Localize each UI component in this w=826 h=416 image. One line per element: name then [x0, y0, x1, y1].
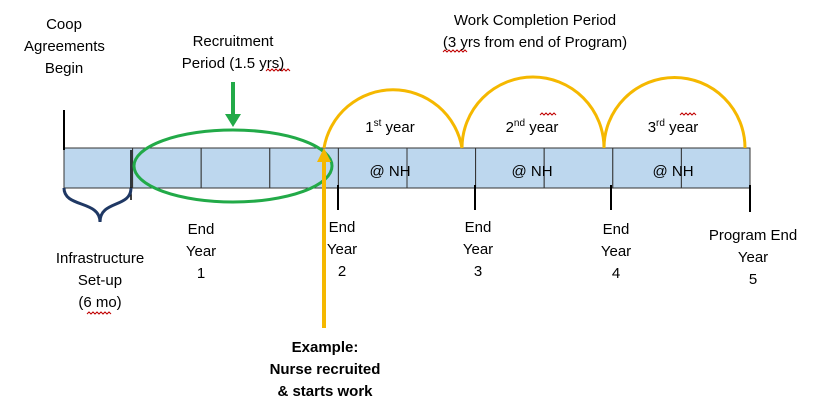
work-arc-year-2 — [460, 75, 606, 149]
recruitment-period-label: Recruitment Period (1.5 yrs) — [181, 33, 285, 72]
spellcheck-squiggle — [539, 112, 557, 116]
spellcheck-squiggle — [265, 68, 291, 72]
timeline-segment — [543, 147, 614, 189]
work-arc-year-3 — [602, 76, 747, 149]
timeline-segment — [475, 147, 545, 189]
end-year-1-label: End Year 1 — [185, 221, 217, 282]
timeline-segment — [612, 147, 682, 189]
spellcheck-squiggle — [679, 112, 697, 116]
timeline-segment — [200, 147, 271, 189]
work-completion-label: Work Completion Period (3 yrs from end o… — [442, 12, 628, 51]
infrastructure-label: Infrastructure Set-up (6 mo) — [55, 250, 145, 311]
end-year-3-label: End Year 3 — [462, 219, 494, 280]
timeline-segment — [406, 147, 477, 189]
timeline-segment — [63, 147, 134, 189]
timeline-segment — [680, 147, 751, 189]
coop-agreements-label: Coop Agreements Begin — [24, 16, 105, 77]
example-label: Example: Nurse recruited & starts work — [269, 339, 381, 400]
infrastructure-brace — [62, 187, 133, 223]
spellcheck-squiggle — [86, 311, 112, 315]
year-1-nh-label: 1st year @ NH — [365, 118, 415, 181]
end-year-4-label: End Year 4 — [600, 221, 632, 282]
recruitment-arrow-head — [225, 114, 241, 127]
program-end-label: Program End Year 5 — [708, 227, 798, 288]
end-year-2-label: End Year 2 — [326, 219, 358, 280]
recruitment-ellipse — [132, 128, 334, 204]
work-arc-year-1 — [322, 88, 464, 149]
spellcheck-squiggle — [442, 49, 468, 53]
year-3-nh-label: 3rd year @ NH — [647, 118, 699, 181]
timeline-segment — [337, 147, 408, 189]
example-arrow-head — [317, 148, 331, 162]
year-2-nh-label: 2nd year @ NH — [505, 118, 559, 181]
